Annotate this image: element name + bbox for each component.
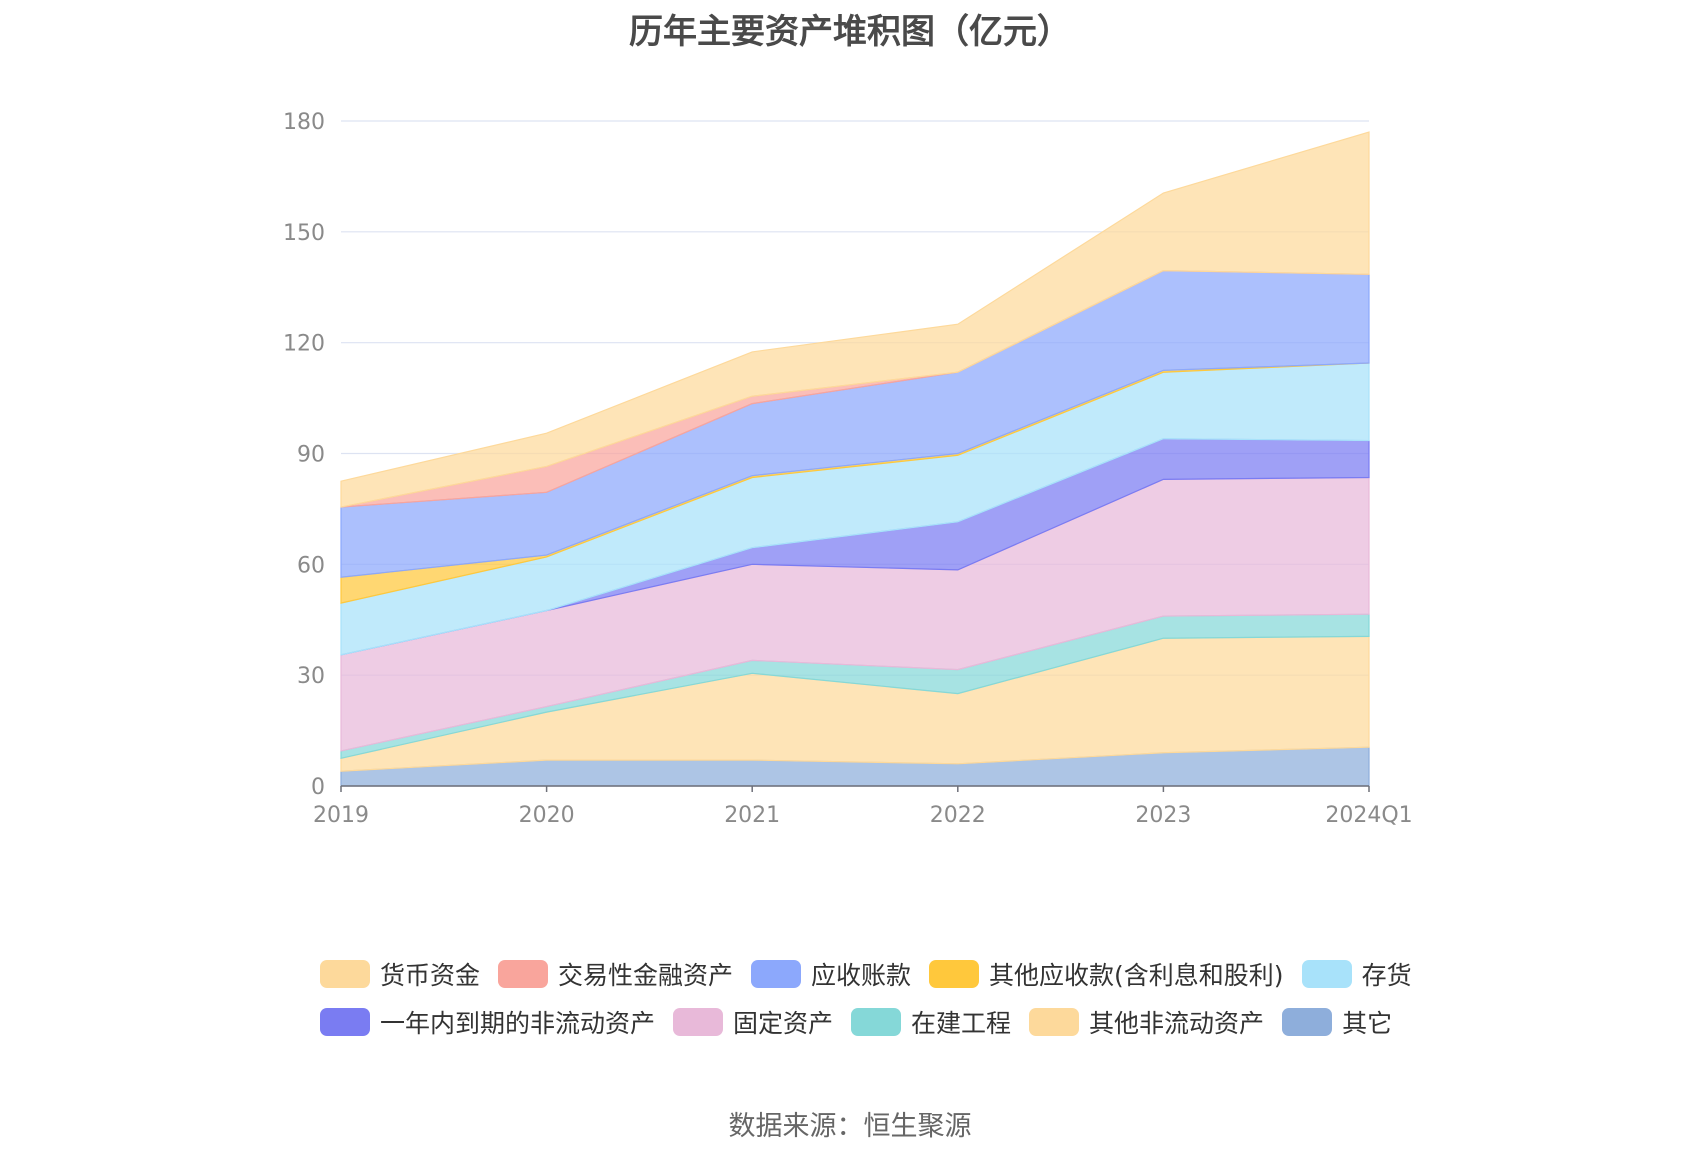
legend-swatch [1282, 1008, 1333, 1036]
y-tick-label: 30 [297, 664, 325, 689]
legend-label: 交易性金融资产 [558, 961, 734, 990]
legend-label: 其他应收款(含利息和股利) [989, 961, 1284, 990]
data-source: 数据来源：恒生聚源 [728, 1111, 972, 1142]
legend-label: 应收账款 [811, 961, 912, 990]
legend-swatch [320, 1008, 370, 1036]
x-tick-label: 2019 [313, 803, 369, 828]
legend-swatch [1029, 1008, 1080, 1036]
legend-label: 货币资金 [380, 961, 481, 990]
legend-item[interactable]: 交易性金融资产 [498, 956, 733, 992]
axes: 0 30 60 90 120 150 180 2019 2020 2021 2022 2023 2024… [283, 110, 1413, 828]
legend-item[interactable]: 应收账款 [751, 956, 911, 992]
legend-label: 一年内到期的非流动资产 [380, 1009, 656, 1038]
legend-item[interactable]: 其它 [1282, 1004, 1392, 1040]
x-tick-label: 2022 [930, 803, 986, 828]
y-tick-label: 60 [297, 553, 325, 578]
y-tick-label: 120 [283, 332, 325, 357]
legend-label: 固定资产 [733, 1009, 834, 1038]
legend-swatch [320, 960, 370, 988]
y-tick-label: 0 [311, 775, 325, 800]
chart-title: 历年主要资产堆积图（亿元） [629, 12, 1071, 52]
legend-row: 货币资金 交易性金融资产 应收账款 其他应收款(含利息和股利) 存货 [320, 950, 1420, 998]
legend-swatch [751, 960, 802, 988]
legend-label: 其它 [1342, 1009, 1393, 1038]
legend-label: 存货 [1361, 961, 1412, 990]
legend-swatch [929, 960, 980, 988]
x-tick-label: 2021 [724, 803, 780, 828]
legend-swatch [673, 1008, 724, 1036]
legend-item[interactable]: 其他非流动资产 [1029, 1004, 1264, 1040]
legend-label: 其他非流动资产 [1089, 1009, 1265, 1038]
legend-swatch [498, 960, 549, 988]
legend: 货币资金 交易性金融资产 应收账款 其他应收款(含利息和股利) 存货 一年内到期的非流动… [320, 950, 1420, 1046]
legend-item[interactable]: 存货 [1301, 956, 1412, 992]
legend-swatch [851, 1008, 902, 1036]
area-货币资金 [340, 131, 1370, 508]
y-tick-label: 180 [283, 110, 325, 135]
legend-item[interactable]: 其他应收款(含利息和股利) [929, 956, 1284, 992]
x-tick-label: 2024Q1 [1325, 803, 1412, 828]
legend-swatch [1301, 960, 1352, 988]
legend-item[interactable]: 货币资金 [320, 956, 480, 992]
y-tick-label: 150 [283, 221, 325, 246]
x-tick-label: 2023 [1135, 803, 1191, 828]
y-tick-label: 90 [297, 443, 325, 468]
legend-item[interactable]: 在建工程 [851, 1004, 1011, 1040]
legend-item[interactable]: 固定资产 [673, 1004, 833, 1040]
x-tick-label: 2020 [519, 803, 575, 828]
legend-item[interactable]: 一年内到期的非流动资产 [320, 1004, 655, 1040]
legend-label: 在建工程 [911, 1009, 1012, 1038]
legend-row: 一年内到期的非流动资产 固定资产 在建工程 其他非流动资产 其它 [320, 998, 1420, 1046]
area-series [340, 131, 1370, 787]
